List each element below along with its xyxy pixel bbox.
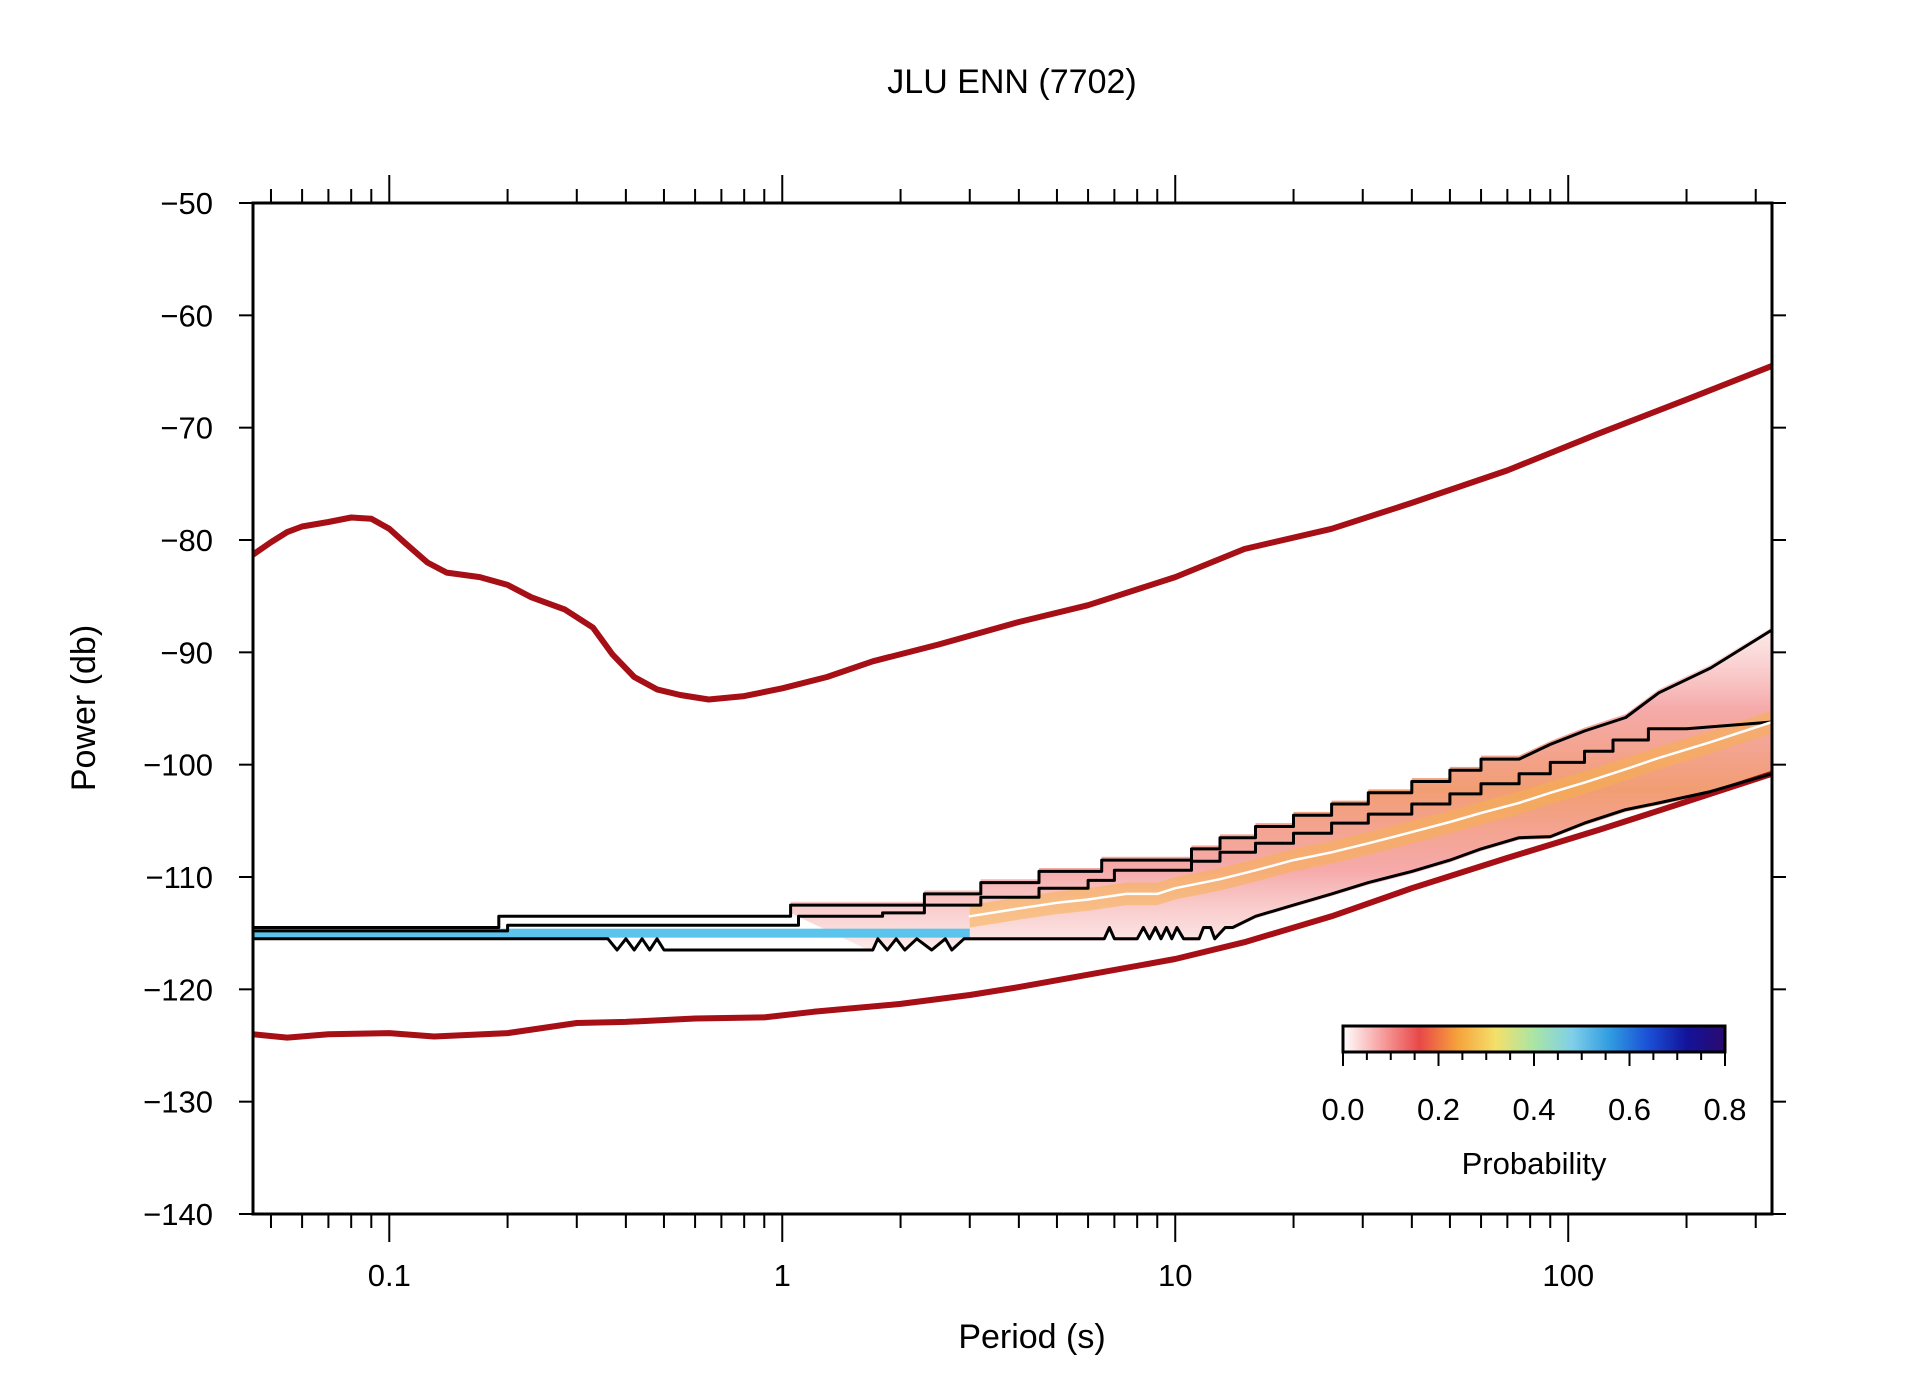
density-band [253,626,1772,953]
series-line-1 [253,770,1772,1041]
colorbar-tick-label: 0.0 [1321,1092,1364,1127]
x-tick-label: 100 [1542,1258,1594,1293]
density-band-lowperiod [253,928,970,938]
y-axis: −50 −60 −70 −80 −90 −100 −110 −120 −130 −140 [143,186,1786,1232]
colorbar-tick-label: 0.8 [1703,1092,1746,1127]
x-axis: 0.1 1 10 100 [269,175,1757,1293]
y-tick-label: −70 [160,411,213,446]
y-tick-label: −100 [143,748,213,783]
colorbar-tick-label: 0.4 [1512,1092,1555,1127]
series-layer [253,362,1772,1041]
y-tick-label: −90 [160,635,213,670]
plot-frame [251,201,1774,1216]
x-axis-label: Period (s) [958,1318,1105,1356]
series-line-2 [253,720,1772,933]
y-tick-label: −120 [143,972,213,1007]
colorbar-tick-label: 0.6 [1608,1092,1651,1127]
series-line-5 [968,720,1772,918]
x-tick-label: 10 [1158,1258,1192,1293]
colorbar: 0.0 0.2 0.4 0.6 0.8 Probability [1321,1024,1747,1181]
y-axis-label: Power (db) [65,625,103,791]
series-line-4 [253,772,1772,952]
density-band-core [969,710,1772,928]
y-tick-label: −130 [143,1085,213,1120]
x-tick-label: 1 [774,1258,791,1293]
colorbar-ticks: 0.0 0.2 0.4 0.6 0.8 [1321,1052,1747,1127]
series-line-3 [253,628,1772,929]
y-tick-label: −50 [160,186,213,221]
chart-title: JLU ENN (7702) [887,63,1136,101]
series-line-0 [253,362,1772,703]
y-tick-label: −140 [143,1197,213,1232]
colorbar-label: Probability [1462,1146,1607,1181]
colorbar-gradient [1341,1024,1727,1054]
y-tick-label: −110 [145,860,213,895]
x-tick-label: 0.1 [368,1258,411,1293]
y-tick-label: −80 [160,523,213,558]
y-tick-label: −60 [160,298,213,333]
density-band-outer [790,626,1772,953]
colorbar-tick-label: 0.2 [1417,1092,1460,1127]
